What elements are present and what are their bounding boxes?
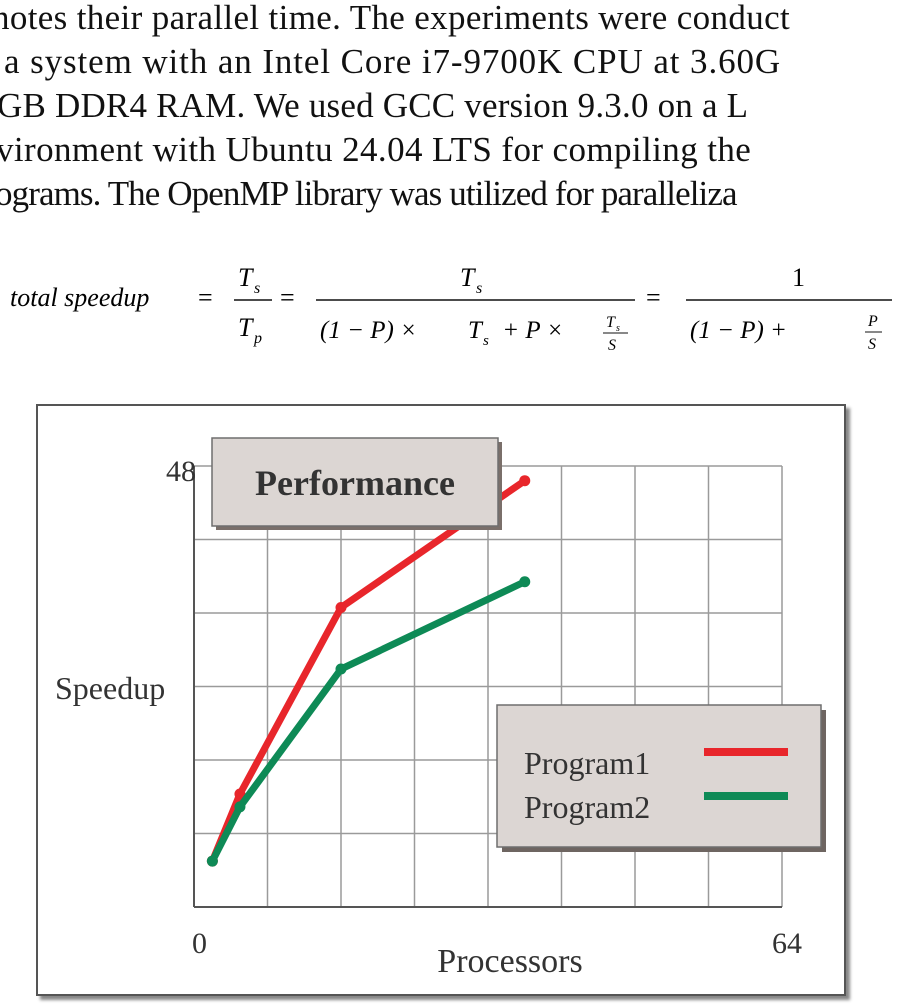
formula-equals-1: = <box>198 283 213 312</box>
fraction-final: 1 (1 − P) + P S <box>686 263 892 353</box>
x-axis-label: Processors <box>437 943 582 980</box>
x-tick-label-max: 64 <box>772 927 802 960</box>
small-s: S <box>868 336 876 353</box>
numerator-sub: s <box>254 280 260 297</box>
denominator-t: T <box>238 313 254 342</box>
final-numerator: 1 <box>792 263 805 292</box>
numerator-t: T <box>238 263 254 292</box>
denominator-sub: p <box>253 330 262 347</box>
fraction-ts-over-tp: T s T p <box>234 263 272 347</box>
y-axis-label: Speedup <box>55 670 165 706</box>
paragraph-line-1: notes their parallel time. The experimen… <box>0 0 791 37</box>
x-tick-label-min: 0 <box>192 927 207 960</box>
chart-legend: Program1 Program2 <box>496 704 826 852</box>
legend-label-program1: Program1 <box>524 745 650 781</box>
speedup-formula: total speedup = T s T p = T s (1 − P) × … <box>10 263 892 354</box>
data-point-program2 <box>234 801 246 813</box>
series-line-program1 <box>208 477 529 865</box>
chart-title: Performance <box>255 463 455 503</box>
data-point-program1 <box>335 601 347 613</box>
chart-series <box>206 475 531 867</box>
y-tick-label-max: 48 <box>166 455 196 488</box>
small-s: S <box>608 337 616 354</box>
final-denominator: (1 − P) + <box>690 317 793 344</box>
term-ts: T <box>468 317 484 344</box>
chart-title-box: Performance <box>211 437 502 530</box>
formula-equals-2: = <box>280 283 295 312</box>
small-p: P <box>867 313 878 330</box>
term-ts-sub: s <box>483 333 489 349</box>
data-point-program1 <box>519 475 531 487</box>
paragraph-line-3: GB DDR4 RAM. We used GCC version 9.3.0 o… <box>0 86 749 125</box>
numerator-sub: s <box>476 280 482 297</box>
chart-axes <box>193 466 782 908</box>
term-one-minus-p: (1 − P) × <box>320 317 423 344</box>
paragraph-line-4: vironment with Ubuntu 24.04 LTS for comp… <box>0 130 752 169</box>
formula-lhs: total speedup <box>10 283 149 312</box>
small-t: T <box>606 314 616 331</box>
term-plus-p: + P × <box>496 317 570 344</box>
series-line-program2 <box>208 578 529 865</box>
legend-label-program2: Program2 <box>524 789 650 825</box>
small-sub: s <box>616 323 620 334</box>
fraction-amdahl: T s (1 − P) × T s + P × T s S <box>316 263 635 354</box>
paragraph-line-5: ograms. The OpenMP library was utilized … <box>0 174 738 213</box>
data-point-program2 <box>206 855 218 867</box>
paragraph-line-2: a system with an Intel Core i7-9700K CPU… <box>4 42 782 81</box>
data-point-program1 <box>234 788 246 800</box>
numerator-t: T <box>460 263 476 292</box>
formula-equals-3: = <box>646 283 661 312</box>
data-point-program2 <box>335 663 347 675</box>
data-point-program2 <box>519 576 531 588</box>
